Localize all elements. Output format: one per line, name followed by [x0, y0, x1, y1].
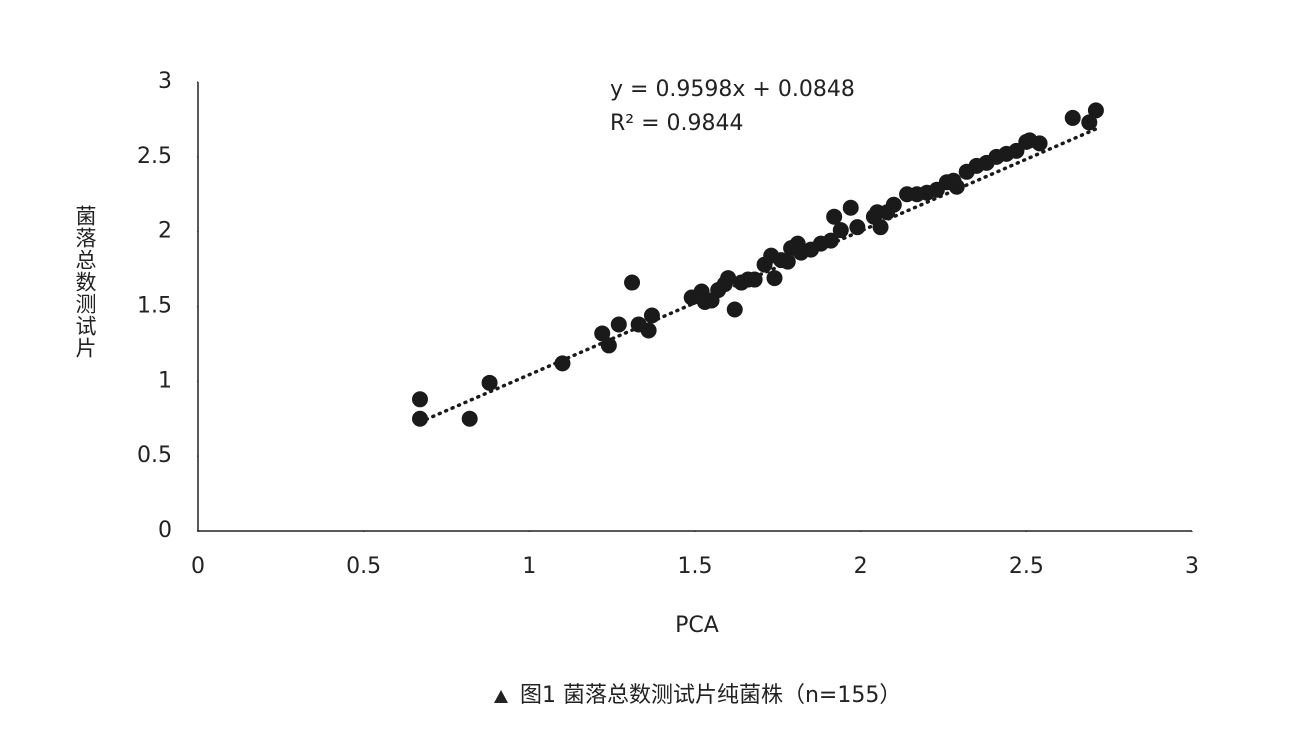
- r-squared: R² = 0.9844: [610, 111, 744, 136]
- caption: 图1 菌落总数测试片纯菌株（n=155）: [520, 683, 901, 708]
- y-tick-label: 2.5: [137, 144, 172, 169]
- point: [640, 322, 657, 339]
- point: [1081, 114, 1098, 131]
- point: [720, 270, 737, 287]
- point: [1087, 102, 1104, 119]
- equation: y = 0.9598x + 0.0848: [610, 77, 855, 102]
- point: [766, 270, 783, 287]
- point: [411, 410, 428, 427]
- y-tick-label: 2: [158, 219, 172, 244]
- point: [746, 271, 763, 288]
- x-axis-label: PCA: [675, 613, 719, 638]
- point: [872, 219, 889, 236]
- x-tick-label: 0: [191, 554, 205, 579]
- point: [826, 208, 843, 225]
- x-tick-label: 2.5: [1009, 554, 1044, 579]
- x-tick-label: 0.5: [346, 554, 381, 579]
- point: [948, 178, 965, 195]
- point: [554, 355, 571, 372]
- point: [643, 307, 660, 324]
- x-tick-label: 3: [1185, 554, 1199, 579]
- point: [1031, 135, 1048, 152]
- point: [610, 316, 627, 333]
- x-tick-label: 1: [522, 554, 536, 579]
- y-tick-label: 1.5: [137, 294, 172, 319]
- point: [779, 253, 796, 270]
- point: [822, 232, 839, 249]
- y-tick-label: 0.5: [137, 443, 172, 468]
- point: [726, 301, 743, 318]
- y-tick-label: 1: [158, 368, 172, 393]
- point: [832, 222, 849, 239]
- y-tick-label: 0: [158, 518, 172, 543]
- point: [461, 410, 478, 427]
- point: [481, 374, 498, 391]
- point: [594, 325, 611, 342]
- point: [1064, 109, 1081, 126]
- y-tick-label: 3: [158, 69, 172, 94]
- point: [842, 199, 859, 216]
- x-tick-label: 2: [854, 554, 868, 579]
- point: [849, 219, 866, 236]
- point: [885, 196, 902, 213]
- point: [624, 274, 641, 291]
- point: [411, 391, 428, 408]
- y-axis-label: 菌落总数测试片: [73, 205, 97, 359]
- point: [600, 337, 617, 354]
- x-tick-label: 1.5: [678, 554, 713, 579]
- caption-marker: [494, 690, 508, 703]
